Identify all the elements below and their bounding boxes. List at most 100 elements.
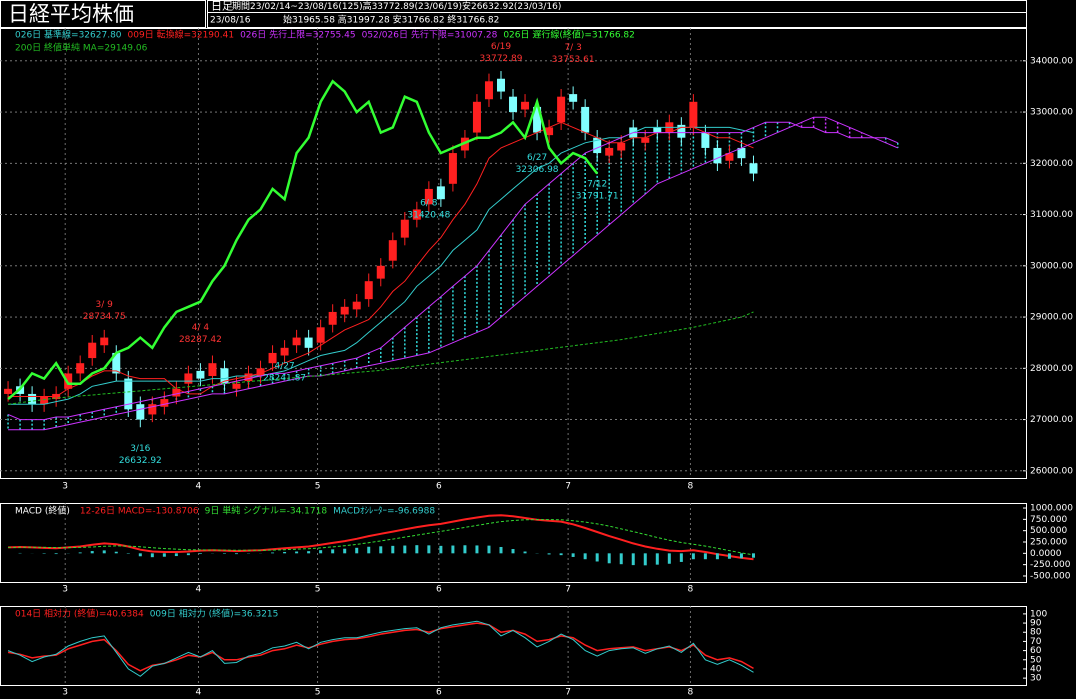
candle-body bbox=[232, 383, 241, 389]
y-tick-label: 50 bbox=[1030, 655, 1042, 665]
y-tick-label: 32000.00 bbox=[1030, 159, 1073, 169]
histogram-bar bbox=[90, 551, 94, 554]
legend-entry: 9日 単純 シグナル=-34.1718 bbox=[205, 505, 328, 517]
x-tick-label: 3 bbox=[62, 688, 68, 698]
candle-body bbox=[112, 352, 121, 374]
panel-frame bbox=[0, 28, 1027, 479]
legend-entry: 200日 終値単純 MA=29149.06 bbox=[15, 42, 148, 54]
legend-entry: 12-26日 MACD=-130.8706 bbox=[80, 506, 199, 517]
candle-body bbox=[424, 188, 433, 205]
histogram-bar bbox=[150, 553, 154, 558]
candle-body bbox=[292, 337, 301, 346]
candle-body bbox=[569, 94, 578, 102]
x-tick-label: 5 bbox=[315, 688, 321, 698]
annotation-date: 4/ 4 bbox=[192, 323, 210, 333]
histogram-bar bbox=[475, 545, 479, 554]
histogram-bar bbox=[463, 545, 467, 554]
candle-body bbox=[124, 378, 133, 410]
annotation-value: 31420.48 bbox=[407, 211, 450, 221]
candle-body bbox=[220, 368, 229, 384]
candle-body bbox=[184, 373, 193, 384]
histogram-bar bbox=[727, 553, 731, 559]
y-tick-label: 31000.00 bbox=[1030, 210, 1073, 220]
histogram-bar bbox=[583, 553, 587, 560]
annotation-value: 28241.87 bbox=[263, 373, 306, 383]
candle-body bbox=[376, 265, 385, 279]
histogram-bar bbox=[234, 553, 238, 555]
annotation-date: 3/ 9 bbox=[96, 300, 114, 310]
histogram-bar bbox=[174, 553, 178, 557]
x-tick-label: 4 bbox=[196, 688, 202, 698]
histogram-bar bbox=[691, 553, 695, 560]
histogram-bar bbox=[715, 553, 719, 560]
candle-body bbox=[280, 347, 289, 356]
histogram-bar bbox=[343, 548, 347, 554]
histogram-bar bbox=[427, 545, 431, 554]
histogram-bar bbox=[295, 551, 299, 554]
x-tick-label: 8 bbox=[687, 482, 693, 492]
candle-body bbox=[28, 393, 37, 405]
date: 23/08/16 bbox=[210, 16, 251, 26]
legend-entry: 052/026日 先行下限=31007.28 bbox=[362, 29, 498, 41]
histogram-bar bbox=[499, 546, 503, 554]
x-tick-label: 5 bbox=[315, 482, 321, 492]
annotation-date: 3/16 bbox=[130, 444, 150, 454]
histogram-bar bbox=[138, 553, 142, 557]
panel-frame bbox=[0, 606, 1027, 686]
histogram-bar bbox=[547, 553, 551, 555]
y-tick-label: 60 bbox=[1030, 646, 1042, 656]
candle-body bbox=[749, 163, 758, 174]
y-tick-label: 80 bbox=[1030, 628, 1042, 638]
series-line bbox=[7, 79, 599, 401]
candle-body bbox=[545, 127, 554, 136]
histogram-bar bbox=[439, 545, 443, 554]
y-tick-label: -500.000 bbox=[1030, 571, 1071, 581]
legend-entry: 026日 遅行線(終値)=31766.82 bbox=[503, 29, 635, 41]
candle-body bbox=[617, 142, 626, 151]
y-tick-label: 500.000 bbox=[1030, 526, 1067, 536]
histogram-bar bbox=[655, 553, 659, 565]
candle-body bbox=[148, 404, 157, 415]
x-tick-label: 3 bbox=[62, 585, 68, 595]
series-line bbox=[8, 116, 898, 431]
histogram-bar bbox=[162, 553, 166, 557]
histogram-bar bbox=[102, 550, 106, 554]
candle-body bbox=[521, 101, 530, 110]
legend-entry: 014日 相対力 (終値)=40.6384 bbox=[15, 608, 144, 620]
histogram-bar bbox=[643, 553, 647, 566]
candle-body bbox=[472, 101, 481, 133]
candle-body bbox=[496, 78, 505, 92]
legend-entry: 026日 先行上限=32755.45 bbox=[240, 29, 356, 41]
histogram-bar bbox=[271, 552, 275, 554]
candle-body bbox=[40, 396, 49, 405]
histogram-bar bbox=[283, 551, 287, 554]
series-line bbox=[8, 121, 754, 397]
candle-body bbox=[436, 186, 445, 200]
candle-body bbox=[653, 127, 662, 133]
panel-frame bbox=[0, 503, 1027, 583]
y-tick-label: 34000.00 bbox=[1030, 56, 1073, 66]
candle-body bbox=[557, 96, 566, 123]
annotation-date: 7/ 3 bbox=[564, 43, 581, 53]
annotation-value: 28287.42 bbox=[179, 335, 222, 345]
annotation-value: 33753.61 bbox=[552, 55, 595, 65]
histogram-bar bbox=[451, 545, 455, 554]
candle-body bbox=[641, 137, 650, 143]
y-tick-label: 28000.00 bbox=[1030, 364, 1073, 374]
histogram-bar bbox=[631, 553, 635, 566]
histogram-bar bbox=[307, 551, 311, 554]
chart-title: 日経平均株価 bbox=[8, 2, 134, 26]
y-tick-label: 100 bbox=[1030, 609, 1047, 619]
histogram-bar bbox=[331, 549, 335, 554]
y-tick-label: 90 bbox=[1030, 619, 1042, 629]
candle-body bbox=[581, 106, 590, 133]
histogram-bar bbox=[355, 547, 359, 554]
histogram-bar bbox=[607, 553, 611, 564]
annotation-date: 7/12 bbox=[587, 179, 607, 189]
candle-body bbox=[677, 124, 686, 138]
candle-body bbox=[689, 101, 698, 128]
candle-body bbox=[172, 388, 181, 397]
legend-entry: 026日 基準線=32627.80 bbox=[15, 29, 122, 41]
candle-body bbox=[448, 153, 457, 184]
candle-body bbox=[268, 352, 277, 364]
